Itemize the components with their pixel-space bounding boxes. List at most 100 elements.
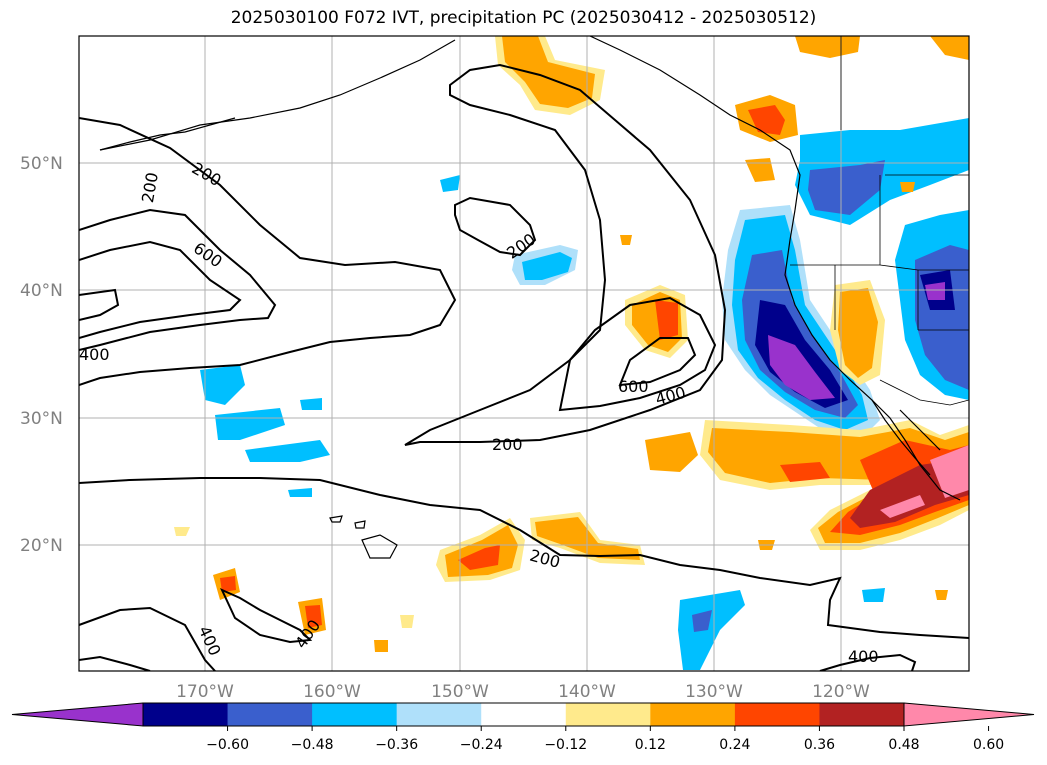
pos-region-ne2 (795, 36, 860, 58)
us-west-coast (784, 209, 961, 501)
neg-small-3 (215, 408, 285, 440)
neg-small-4 (245, 440, 330, 462)
colorbar-extend-min (11, 702, 144, 727)
lon-label: 170°W (176, 682, 234, 702)
lon-label: 140°W (558, 682, 616, 702)
pos-small-1b (220, 576, 236, 592)
aleutians (99, 117, 236, 151)
colorbar-segment (650, 703, 736, 726)
contour-200-blob (454, 196, 537, 257)
pos-small-2b (305, 605, 322, 628)
colorbar-ticks: −0.60 −0.48 −0.36 −0.24 −0.12 0.12 0.24 0.36 0.4… (206, 726, 1004, 753)
contour-400-south (79, 606, 216, 671)
contour-label: 400 (79, 345, 110, 364)
pos-region-se-6 (880, 495, 925, 518)
colorbar-segment (312, 703, 398, 726)
lat-label: 50°N (20, 154, 63, 174)
lon-label: 120°W (812, 682, 870, 702)
gridlines (79, 36, 969, 671)
contour-600-inner (79, 288, 120, 321)
contour-200-inner (79, 208, 277, 351)
neg-small-5 (440, 175, 460, 192)
lat-label: 40°N (20, 281, 63, 301)
pos-region-s1 (645, 432, 698, 472)
colorbar-tick-label: −0.12 (544, 737, 587, 753)
colorbar-tick-label: 0.36 (804, 737, 835, 753)
neg-region-interior-4 (925, 282, 945, 300)
contour-600-mid (618, 337, 697, 387)
pos-small-9 (400, 615, 414, 628)
ivt-contours (79, 63, 969, 671)
borders (790, 36, 969, 406)
colorbar-tick-label: 0.60 (973, 737, 1004, 753)
pos-region-ne3 (930, 36, 969, 60)
pos-small-6 (935, 590, 948, 600)
contour-labels: 200 200 200 200 200 400 400 400 400 400 … (79, 158, 879, 666)
contour-label: 400 (848, 647, 879, 666)
pos-region-coast (745, 158, 775, 182)
pos-region-int-2 (838, 288, 878, 378)
canada-coast (589, 36, 801, 211)
colorbar-frame (142, 702, 905, 727)
map-area: 200 200 200 200 200 400 400 400 400 400 … (79, 36, 969, 671)
gulf-california (899, 409, 941, 451)
map-frame (78, 35, 970, 672)
hawaii-1 (361, 534, 398, 559)
lon-label: 130°W (685, 682, 743, 702)
pos-small-8 (620, 235, 632, 245)
contour-400-mid (558, 296, 717, 412)
colorbar-segment (396, 703, 482, 726)
colorbar-tick-label: −0.48 (291, 737, 334, 753)
neg-region-pnw-2 (808, 160, 885, 215)
pos-small-7 (900, 182, 915, 192)
colorbar-extend-max (903, 702, 1035, 727)
pos-region-s2c (458, 545, 500, 570)
colorbar-segment (819, 703, 905, 726)
colorbar-segment (734, 703, 820, 726)
alaska-coast (99, 39, 456, 151)
neg-region-westcoast-5 (768, 335, 835, 400)
neg-small-8 (300, 398, 322, 410)
colorbar-segment (143, 703, 229, 726)
coastlines (99, 36, 961, 559)
contour-400-se (819, 653, 917, 671)
baja (871, 399, 931, 476)
neg-small-7 (862, 588, 885, 602)
neg-small-6 (678, 590, 745, 670)
pos-region-se-red (780, 462, 830, 482)
colorbar-segment (565, 703, 651, 726)
contour-200-se (79, 655, 151, 671)
contour-200-main (404, 63, 727, 446)
precip-fill-layer (174, 36, 969, 670)
colorbar-tick-label: −0.36 (375, 737, 418, 753)
neg-small-2 (200, 365, 245, 405)
contour-label: 600 (618, 377, 649, 396)
colorbar: −0.60 −0.48 −0.36 −0.24 −0.12 0.12 0.24 0.36 0.4… (11, 702, 1035, 753)
hawaii-2 (329, 515, 343, 523)
colorbar-tick-label: 0.48 (888, 737, 919, 753)
neg-small-1b (522, 252, 572, 280)
lat-label: 30°N (20, 409, 63, 429)
pos-region-se-5 (930, 445, 969, 498)
lat-label: 20°N (20, 536, 63, 556)
pos-small-4 (174, 527, 190, 536)
lon-labels: 170°W 160°W 150°W 140°W 130°W 120°W (176, 682, 870, 702)
contour-400-inner (79, 240, 242, 339)
contour-200-west (79, 117, 457, 386)
lon-label: 150°W (431, 682, 489, 702)
hawaii-3 (354, 520, 366, 529)
pos-region-ne1b (748, 105, 785, 135)
contour-label: 200 (492, 435, 523, 454)
colorbar-tick-label: −0.24 (460, 737, 503, 753)
neg-small-9 (288, 488, 312, 497)
colorbar-segment (481, 703, 567, 726)
neg-small-6b (692, 610, 712, 632)
contour-400-s2 (219, 588, 313, 644)
pos-region-mid-3 (655, 300, 678, 340)
lon-label: 160°W (303, 682, 361, 702)
lat-labels: 50°N 40°N 30°N 20°N (20, 154, 63, 556)
pos-small-3 (374, 640, 388, 652)
map-title: 2025030100 F072 IVT, precipitation PC (2… (230, 8, 817, 28)
colorbar-tick-label: 0.12 (635, 737, 666, 753)
